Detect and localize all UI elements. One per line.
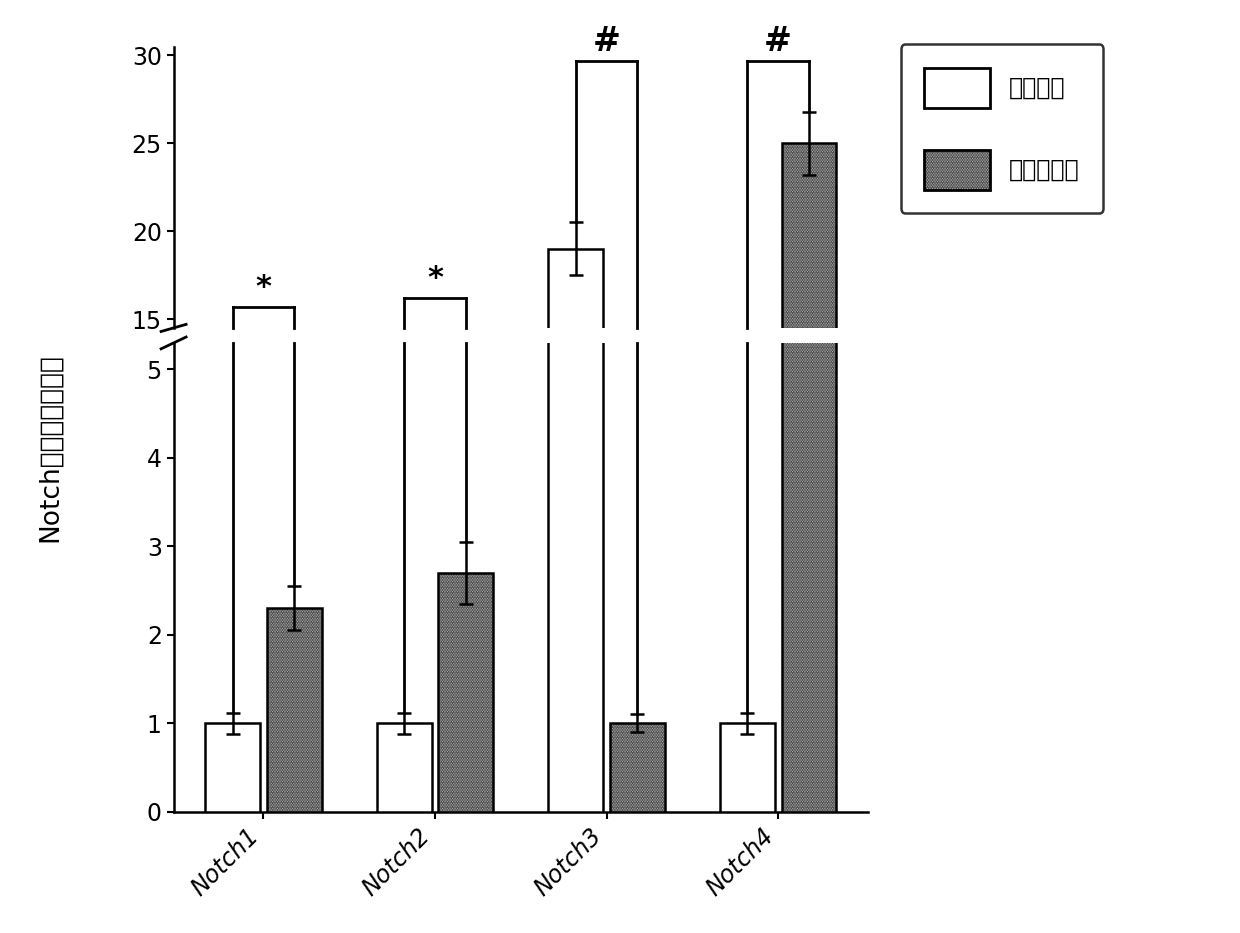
Bar xyxy=(267,542,322,583)
Bar xyxy=(610,565,665,583)
Bar xyxy=(377,723,432,812)
Bar xyxy=(548,249,603,583)
Bar xyxy=(719,723,775,812)
Text: *: * xyxy=(427,264,443,293)
Bar xyxy=(439,536,494,583)
Text: Notch分子相对表达量: Notch分子相对表达量 xyxy=(37,354,62,542)
Legend: 肝干细胞, 成熟肝细胞: 肝干细胞, 成熟肝细胞 xyxy=(900,45,1104,214)
Bar xyxy=(719,565,775,583)
Bar xyxy=(439,573,494,812)
Bar xyxy=(781,144,837,583)
Bar xyxy=(610,723,665,812)
Text: *: * xyxy=(255,272,272,301)
Bar xyxy=(267,608,322,812)
Bar xyxy=(377,565,432,583)
Bar xyxy=(548,0,603,812)
Bar xyxy=(205,723,260,812)
Bar xyxy=(781,0,837,812)
Text: #: # xyxy=(593,25,620,58)
Text: #: # xyxy=(764,25,792,58)
Bar xyxy=(205,565,260,583)
